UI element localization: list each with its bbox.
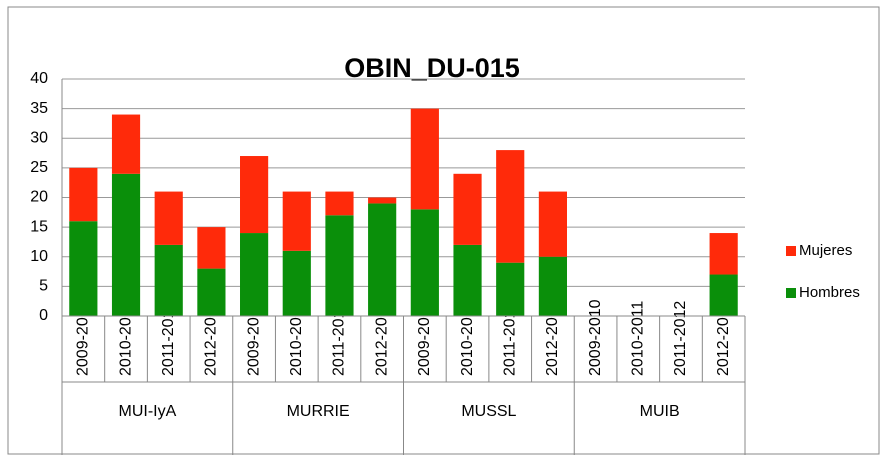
x-tick-label: 2009-2010 <box>245 299 262 376</box>
y-tick-label: 35 <box>30 100 48 117</box>
x-tick-label: 2010-2011 <box>288 301 305 376</box>
bar-segment <box>197 227 226 269</box>
bar-segment <box>368 197 397 204</box>
x-tick-label: 2009-2010 <box>75 299 92 376</box>
bar-segment <box>709 274 738 316</box>
x-tick-label: 2012-2013 <box>203 299 220 376</box>
x-tick-label: 2010-2011 <box>459 301 476 376</box>
bar-segment <box>410 108 439 210</box>
y-tick-label: 10 <box>30 248 48 265</box>
group-label: MURRIE <box>287 403 350 420</box>
bar-segment <box>496 150 525 263</box>
y-tick-label: 25 <box>30 159 48 176</box>
y-tick-label: 20 <box>30 189 48 206</box>
legend-swatch <box>786 246 796 256</box>
x-tick-label: 2009-2010 <box>416 299 433 376</box>
bar-segment <box>538 256 567 316</box>
legend-label: Hombres <box>799 284 860 301</box>
bar-segment <box>197 268 226 316</box>
chart-title: OBIN_DU-015 <box>344 53 520 83</box>
bar-segment <box>154 191 183 245</box>
bar-segment <box>325 191 354 216</box>
bar-segment <box>453 173 482 245</box>
bar-segment <box>69 221 98 316</box>
legend-label: Mujeres <box>799 242 852 259</box>
bar-segment <box>453 244 482 316</box>
group-label: MUI-IyA <box>118 403 176 420</box>
bar-segment <box>410 209 439 316</box>
y-tick-label: 5 <box>39 278 48 295</box>
x-tick-label: 2009-2010 <box>587 299 604 376</box>
bar-segment <box>496 262 525 316</box>
bar-segment <box>325 215 354 316</box>
bar-segment <box>111 173 141 316</box>
bar-segment <box>240 233 269 316</box>
x-tick-label: 2012-2013 <box>373 299 390 376</box>
bar-segment <box>709 233 738 275</box>
group-label: MUSSL <box>461 403 516 420</box>
bar-segment <box>240 156 269 234</box>
x-tick-label: 2011-2012 <box>331 301 348 376</box>
y-tick-label: 15 <box>30 218 48 235</box>
chart-border <box>7 6 880 455</box>
x-tick-label: 2010-2011 <box>630 301 647 376</box>
x-tick-label: 2011-2012 <box>501 301 518 376</box>
bar-segment <box>111 114 141 174</box>
bar-segment <box>282 191 311 251</box>
group-label: MUIB <box>640 403 680 420</box>
y-tick-label: 0 <box>39 307 48 324</box>
legend-swatch <box>786 288 796 298</box>
y-tick-label: 40 <box>30 70 48 87</box>
bar-segment <box>69 167 98 222</box>
bar-segment <box>282 250 311 316</box>
x-tick-label: 2011-2012 <box>160 301 177 376</box>
y-tick-label: 30 <box>30 129 48 146</box>
bar-segment <box>368 203 397 316</box>
x-tick-label: 2011-2012 <box>672 301 689 376</box>
x-tick-label: 2010-2011 <box>117 301 134 376</box>
bar-segment <box>538 191 567 257</box>
x-tick-label: 2012-2013 <box>544 299 561 376</box>
x-tick-label: 2012-2013 <box>715 299 732 376</box>
bar-segment <box>154 244 183 316</box>
